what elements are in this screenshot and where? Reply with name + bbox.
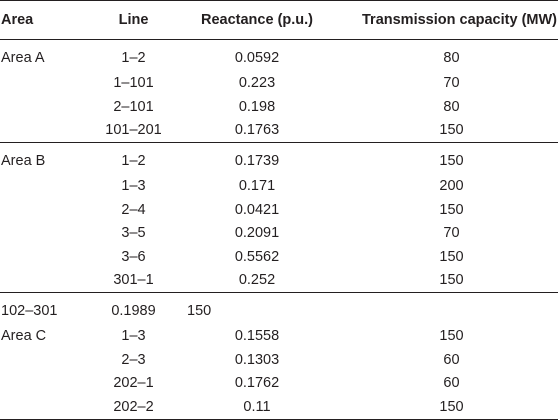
header-line: Line	[88, 0, 179, 40]
table-row: 101–201 0.1763 150	[0, 118, 558, 143]
cell-area	[0, 372, 88, 396]
table-row: Area C 1–3 0.1558 150	[0, 325, 558, 349]
cell-line: 1–3	[121, 328, 146, 345]
table-header-row: Area Line Reactance (p.u.) Transmission …	[0, 0, 558, 40]
cell-capacity: 150	[439, 152, 464, 169]
cell-area	[0, 175, 88, 199]
cell-line: 0.1989	[111, 302, 156, 319]
cell-area	[0, 268, 88, 293]
cell-reactance: 0.1763	[179, 118, 335, 143]
cell-reactance: 0.252	[179, 268, 335, 293]
cell-area: Area B	[1, 152, 46, 169]
cell-capacity: 80	[443, 49, 460, 66]
cell-reactance: 0.1739	[234, 152, 280, 169]
table-row: 2–101 0.198 80	[0, 95, 558, 119]
cell-reactance: 150	[187, 302, 212, 319]
cell-reactance: 0.1303	[234, 351, 280, 368]
header-reactance: Reactance (p.u.)	[179, 0, 335, 40]
cell-line: 3–6	[121, 248, 146, 265]
header-area: Area	[0, 0, 88, 40]
cell-capacity: 150	[335, 395, 558, 420]
cell-area	[0, 198, 88, 222]
cell-area	[0, 222, 88, 246]
cell-area: Area C	[1, 328, 47, 345]
cell-line: 1–101	[113, 75, 154, 92]
cell-line: 301–1	[88, 268, 179, 293]
cell-area	[0, 118, 88, 143]
cell-line: 1–3	[121, 178, 146, 195]
table-row: 301–1 0.252 150	[0, 268, 558, 293]
cell-reactance: 0.198	[238, 98, 276, 115]
table-row: Area A 1–2 0.0592 80	[0, 40, 558, 72]
cell-line: 101–201	[88, 118, 179, 143]
cell-line: 2–3	[121, 351, 146, 368]
cell-capacity: 150	[439, 328, 464, 345]
cell-area	[0, 348, 88, 372]
cell-reactance: 0.2091	[234, 225, 280, 242]
cell-line: 202–2	[88, 395, 179, 420]
cell-capacity: 200	[439, 178, 464, 195]
cell-capacity	[335, 293, 558, 325]
cell-area: 102–301	[1, 302, 58, 319]
table-row: 202–2 0.11 150	[0, 395, 558, 420]
cell-reactance: 0.1762	[234, 375, 280, 392]
cell-capacity: 60	[443, 375, 460, 392]
cell-capacity: 60	[443, 351, 460, 368]
table-row: 2–4 0.0421 150	[0, 198, 558, 222]
cell-area	[0, 95, 88, 119]
cell-line: 202–1	[113, 375, 154, 392]
header-capacity: Transmission capacity (MW)	[335, 0, 558, 40]
cell-line: 2–4	[121, 201, 146, 218]
cell-reactance: 0.11	[179, 395, 335, 420]
cell-line: 3–5	[121, 225, 146, 242]
table-row: 102–301 0.1989 150	[0, 293, 558, 325]
cell-reactance: 0.5562	[234, 248, 280, 265]
cell-line: 1–2	[121, 152, 146, 169]
cell-capacity: 150	[439, 248, 464, 265]
table-row: 2–3 0.1303 60	[0, 348, 558, 372]
cell-capacity: 70	[443, 75, 460, 92]
table-row: 1–101 0.223 70	[0, 72, 558, 96]
cell-capacity: 70	[443, 225, 460, 242]
cell-area	[0, 395, 88, 420]
cell-line: 2–101	[113, 98, 154, 115]
cell-reactance: 0.1558	[234, 328, 280, 345]
cell-area	[0, 72, 88, 96]
cell-area	[0, 245, 88, 269]
table-row: 3–5 0.2091 70	[0, 222, 558, 246]
cell-capacity: 150	[439, 201, 464, 218]
cell-capacity: 150	[335, 268, 558, 293]
cell-capacity: 150	[335, 118, 558, 143]
cell-reactance: 0.0592	[234, 49, 280, 66]
cell-reactance: 0.0421	[234, 201, 280, 218]
cell-reactance: 0.171	[238, 178, 276, 195]
table-row: 202–1 0.1762 60	[0, 372, 558, 396]
cell-line: 1–2	[121, 49, 146, 66]
table-row: 3–6 0.5562 150	[0, 245, 558, 269]
table-row: 1–3 0.171 200	[0, 175, 558, 199]
cell-reactance: 0.223	[238, 75, 276, 92]
cell-capacity: 80	[443, 98, 460, 115]
cell-area: Area A	[1, 49, 45, 66]
table-row: Area B 1–2 0.1739 150	[0, 143, 558, 175]
